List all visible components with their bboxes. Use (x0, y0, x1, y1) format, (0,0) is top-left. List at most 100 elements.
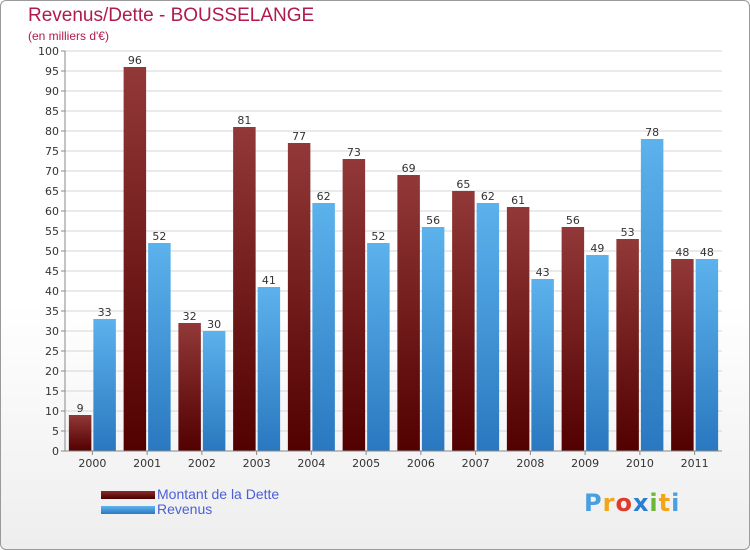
bar-debt-2002 (178, 323, 201, 451)
value-label-debt-2008: 61 (511, 194, 525, 207)
value-label-debt-2003: 81 (237, 114, 251, 127)
value-label-debt-2007: 65 (456, 178, 470, 191)
value-label-revenue-2005: 52 (371, 230, 385, 243)
x-tick-label-2001: 2001 (133, 457, 161, 470)
y-tick-label: 65 (45, 185, 59, 198)
value-label-revenue-2011: 48 (700, 246, 714, 259)
y-tick-label: 50 (45, 245, 59, 258)
y-tick-label: 35 (45, 305, 59, 318)
y-tick-label: 0 (52, 445, 59, 458)
bar-revenue-2011 (695, 259, 719, 451)
value-label-revenue-2000: 33 (98, 306, 112, 319)
value-label-revenue-2003: 41 (262, 274, 276, 287)
bar-revenue-2010 (640, 139, 664, 451)
y-tick-label: 75 (45, 145, 59, 158)
bar-revenue-2005 (367, 243, 390, 451)
value-label-revenue-2009: 49 (590, 242, 604, 255)
y-tick-label: 5 (52, 425, 59, 438)
bar-revenue-2003 (257, 287, 281, 451)
value-label-debt-2004: 77 (292, 130, 306, 143)
y-tick-label: 15 (45, 385, 59, 398)
logo-letter: x (632, 489, 650, 517)
y-tick-label: 45 (45, 265, 59, 278)
value-label-debt-2002: 32 (183, 310, 197, 323)
legend-label-revenue: Revenus (157, 501, 213, 517)
value-label-debt-2009: 56 (566, 214, 580, 227)
bar-debt-2008 (506, 207, 530, 451)
bar-revenue-2000 (93, 319, 116, 451)
y-tick-label: 30 (45, 325, 59, 338)
legend-swatch-revenue (101, 506, 155, 514)
x-tick-label-2003: 2003 (243, 457, 271, 470)
x-axis-labels: 2000 2001 2002 2003 2004 2005 2006 2007 2008 2009… (78, 451, 709, 470)
y-tick-label: 80 (45, 125, 59, 138)
x-tick-label-2002: 2002 (188, 457, 216, 470)
bar-revenue-2006 (421, 227, 445, 451)
legend-swatch-debt (101, 491, 155, 499)
x-tick-label-2000: 2000 (78, 457, 106, 470)
legend-label-debt: Montant de la Dette (157, 486, 280, 502)
bar-debt-2000 (68, 415, 92, 451)
value-label-debt-2010: 53 (621, 226, 635, 239)
chart-title: Revenus/Dette - BOUSSELANGE (28, 5, 315, 26)
x-tick-label-2011: 2011 (681, 457, 709, 470)
value-label-debt-2006: 69 (402, 162, 416, 175)
y-tick-label: 95 (45, 65, 59, 78)
logo-letter: i (671, 489, 681, 517)
x-tick-label-2010: 2010 (626, 457, 654, 470)
x-tick-label-2006: 2006 (407, 457, 435, 470)
value-label-debt-2000: 9 (77, 402, 84, 415)
value-label-revenue-2008: 43 (536, 266, 550, 279)
bar-revenue-2007 (476, 203, 500, 451)
bar-debt-2011 (671, 259, 694, 451)
y-tick-label: 25 (45, 345, 59, 358)
bar-revenue-2001 (148, 243, 171, 451)
value-label-debt-2011: 48 (675, 246, 689, 259)
bar-debt-2006 (397, 175, 420, 451)
bar-debt-2010 (616, 239, 639, 451)
x-tick-label-2008: 2008 (516, 457, 544, 470)
bar-debt-2001 (123, 67, 147, 451)
bar-debt-2007 (452, 191, 475, 451)
x-tick-label-2004: 2004 (297, 457, 325, 470)
value-label-debt-2001: 96 (128, 54, 142, 67)
y-tick-label: 70 (45, 165, 59, 178)
x-tick-label-2005: 2005 (352, 457, 380, 470)
bar-debt-2003 (233, 127, 256, 451)
proxiti-logo: Proxiti (584, 489, 680, 517)
chart-subtitle: (en milliers d'€) (28, 29, 109, 43)
logo-letter: o (615, 489, 633, 517)
y-tick-label: 20 (45, 365, 59, 378)
bar-revenue-2004 (312, 203, 335, 451)
x-tick-label-2009: 2009 (571, 457, 599, 470)
y-tick-label: 40 (45, 285, 59, 298)
x-tick-label-2007: 2007 (462, 457, 490, 470)
bar-revenue-2002 (202, 331, 226, 451)
bar-debt-2005 (342, 159, 366, 451)
bar-debt-2004 (287, 143, 311, 451)
logo-letter: r (602, 489, 616, 517)
grid-lines (65, 50, 722, 452)
value-label-revenue-2006: 56 (426, 214, 440, 227)
value-label-revenue-2007: 62 (481, 190, 495, 203)
y-tick-label: 60 (45, 205, 59, 218)
y-axis-ticks: 0 5 10 15 20 25 30 35 40 45 50 55 60 65 70 75 80 85 90 95 10… (38, 45, 65, 458)
y-tick-label: 90 (45, 85, 59, 98)
bar-debt-2009 (561, 227, 585, 451)
value-label-revenue-2002: 30 (207, 318, 221, 331)
bar-revenue-2008 (531, 279, 554, 451)
y-tick-label: 85 (45, 105, 59, 118)
value-label-debt-2005: 73 (347, 146, 361, 159)
logo-letter: t (658, 489, 672, 517)
y-tick-label: 100 (38, 45, 59, 58)
value-labels: 9 33 96 52 32 30 81 41 77 62 73 52 69 56 65 62 61 43 56 49 5… (77, 54, 714, 415)
y-tick-label: 55 (45, 225, 59, 238)
bars (68, 67, 719, 451)
logo-letter: i (649, 489, 659, 517)
y-tick-label: 10 (45, 405, 59, 418)
value-label-revenue-2001: 52 (152, 230, 166, 243)
value-label-revenue-2010: 78 (645, 126, 659, 139)
value-label-revenue-2004: 62 (317, 190, 331, 203)
